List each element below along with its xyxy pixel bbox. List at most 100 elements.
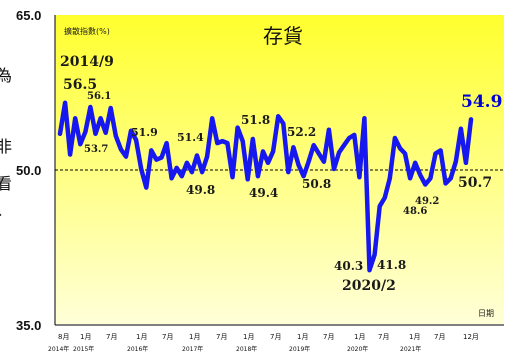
data-point-29	[205, 155, 209, 159]
x-tick-15: 12月	[463, 333, 479, 341]
x-tick-12: 7月	[378, 333, 389, 341]
year-label-2015: 2015年	[73, 345, 94, 353]
data-point-23	[175, 166, 179, 170]
x-tick-2: 7月	[106, 333, 117, 341]
side-text-3: 看	[0, 174, 13, 193]
data-point-44	[281, 121, 285, 126]
x-tick-13: 1月	[409, 333, 420, 341]
data-point-64	[383, 196, 387, 200]
data-point-57	[347, 136, 351, 140]
data-point-25	[185, 161, 189, 165]
year-label-2021: 2021年	[400, 345, 421, 353]
data-point-54	[332, 167, 336, 171]
y-tick-50: 50.0	[16, 163, 41, 178]
data-point-68	[403, 151, 407, 156]
x-tick-7: 1月	[243, 333, 254, 341]
side-text-1: 為	[0, 66, 13, 85]
x-tick-6: 7月	[216, 333, 227, 341]
data-point-18	[149, 148, 153, 152]
data-point-15	[134, 138, 138, 142]
annotation-50-8: 50.8	[302, 177, 331, 191]
x-tick-5: 1月	[189, 333, 200, 341]
data-point-69	[408, 176, 412, 180]
annotation-48-6: 48.6	[403, 206, 427, 217]
data-point-43	[276, 114, 280, 118]
year-label-2016: 2016年	[127, 345, 148, 353]
data-point-40	[261, 149, 265, 153]
data-point-13	[124, 155, 128, 159]
data-point-46	[291, 145, 295, 149]
data-point-72	[423, 182, 427, 187]
data-point-48	[302, 174, 306, 178]
x-tick-1: 1月	[80, 333, 91, 341]
data-point-78	[454, 160, 458, 164]
data-point-16	[139, 167, 143, 171]
data-point-71	[418, 173, 422, 177]
data-point-33	[225, 141, 229, 145]
data-point-11	[114, 134, 118, 138]
data-point-4	[78, 142, 82, 146]
data-point-2	[68, 152, 72, 157]
data-point-63	[378, 204, 382, 208]
data-point-0	[58, 132, 62, 136]
data-point-17	[144, 186, 148, 190]
side-text-4: 、	[0, 196, 12, 220]
data-point-42	[271, 149, 275, 153]
annotation-52-2: 52.2	[287, 125, 316, 139]
data-point-51	[317, 151, 321, 156]
x-tick-8: 7月	[270, 333, 281, 341]
annotation-41-8: 41.8	[377, 258, 406, 272]
data-point-81	[469, 117, 473, 121]
x-tick-14: 7月	[434, 333, 445, 341]
annotation-56-1: 56.1	[87, 91, 111, 102]
x-year-labels: 2014年 2015年 2016年 2017年 2018年 2019年 2020…	[48, 345, 421, 353]
data-point-67	[398, 146, 402, 150]
x-tick-11: 1月	[354, 333, 365, 341]
data-point-12	[119, 147, 123, 151]
chart-title: 存貨	[263, 24, 303, 48]
data-point-79	[459, 127, 463, 131]
data-point-70	[413, 161, 417, 165]
annotation-54-9: 54.9	[461, 92, 502, 112]
data-point-77	[449, 176, 453, 180]
annotation-51-4: 51.4	[177, 131, 204, 144]
data-point-74	[433, 151, 438, 156]
data-point-76	[444, 181, 448, 185]
data-point-56	[342, 143, 346, 147]
data-point-47	[296, 163, 301, 167]
data-point-35	[236, 126, 240, 130]
x-tick-4: 7月	[162, 333, 173, 341]
data-point-37	[246, 177, 250, 181]
data-point-36	[241, 139, 245, 143]
data-point-62	[373, 253, 377, 257]
data-point-20	[159, 156, 164, 160]
x-tick-0: 8月	[58, 333, 69, 341]
data-point-52	[322, 160, 326, 164]
y-tick-65: 65.0	[16, 8, 41, 23]
x-tick-3: 1月	[136, 333, 147, 341]
y-tick-35: 35.0	[16, 318, 41, 333]
data-point-49	[307, 160, 311, 164]
year-label-2020: 2020年	[347, 345, 368, 353]
data-point-58	[352, 133, 356, 137]
data-point-22	[170, 176, 174, 180]
x-axis-label: 日期	[478, 309, 494, 318]
annotation-2014-9: 2014/9	[60, 54, 114, 70]
data-point-60	[362, 116, 366, 120]
data-point-65	[388, 176, 392, 180]
data-point-21	[165, 141, 169, 145]
data-point-6	[88, 105, 92, 109]
y-axis-label: 擴散指數(%)	[64, 26, 110, 36]
data-point-53	[327, 128, 331, 132]
data-point-8	[99, 116, 103, 120]
data-point-39	[256, 174, 260, 178]
data-point-28	[200, 170, 204, 174]
annotation-49-8: 49.8	[186, 183, 215, 197]
annotation-49-2: 49.2	[415, 196, 439, 207]
year-label-2019: 2019年	[289, 345, 310, 353]
annotation-53-7: 53.7	[84, 144, 108, 155]
annotation-49-4: 49.4	[249, 186, 278, 200]
plot-background	[55, 15, 504, 324]
x-tick-9: 1月	[297, 333, 308, 341]
side-text-2: 非	[0, 137, 13, 156]
